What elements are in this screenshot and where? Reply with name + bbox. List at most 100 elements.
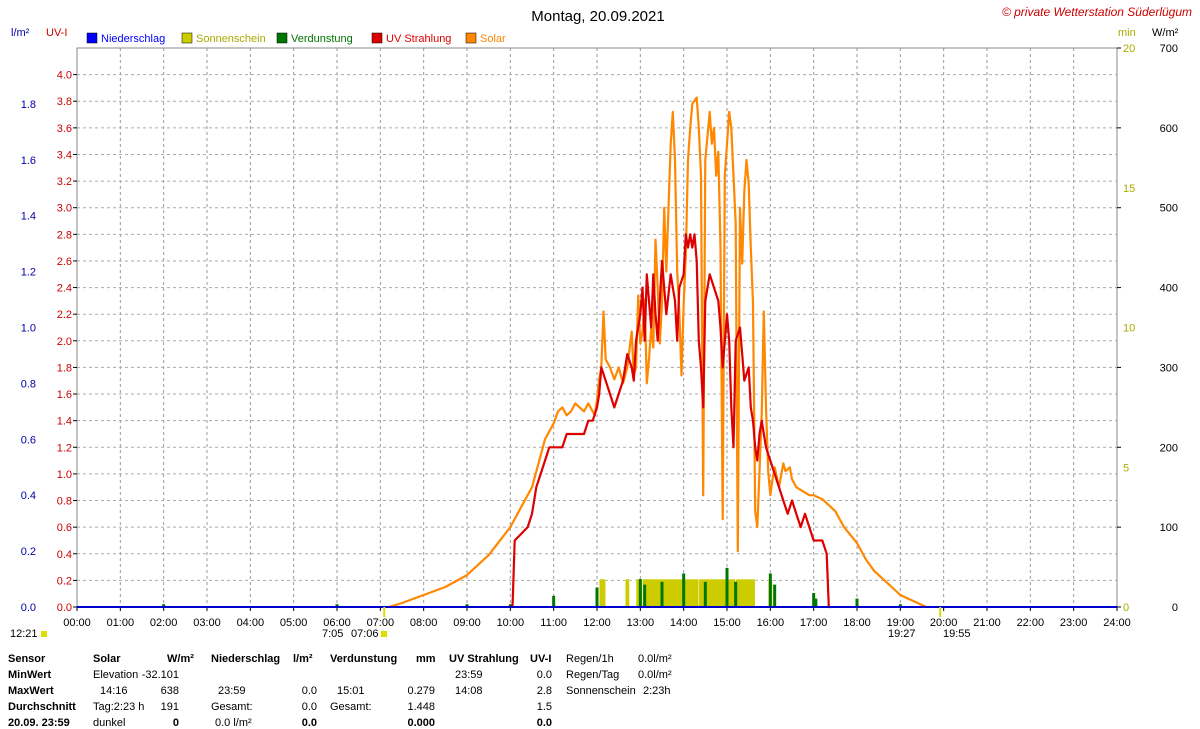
stats-rain-cur-label: 0.0 l/m² xyxy=(215,717,252,729)
stats-uv-min-value: 0.0 xyxy=(536,669,552,681)
stats-minwert-label: MinWert xyxy=(8,669,52,681)
stats-maxwert-label: MaxWert xyxy=(8,685,54,697)
stats-rain-total-label: Gesamt: xyxy=(211,701,253,713)
sunshine-bar xyxy=(598,578,606,608)
plot-area xyxy=(77,96,1117,609)
legend-swatch xyxy=(86,32,98,44)
stats-uv-avg-value: 1.5 xyxy=(536,701,552,713)
uv-tick-label: 2.2 xyxy=(57,309,72,321)
x-tick-label: 13:00 xyxy=(627,617,655,629)
stats-solar-header: Solar xyxy=(93,653,121,665)
legend-swatch xyxy=(371,32,383,44)
sunset2-marker: 19:55 xyxy=(943,628,971,640)
sunrise2-marker: 07:06 xyxy=(351,628,379,640)
stats-sensor-header: Sensor xyxy=(8,653,46,665)
axes: 00:00 01:00 02:00 03:00 04:00 05:00 06:00 07:00… xyxy=(21,43,1178,629)
rain-tick-label: 1.0 xyxy=(21,323,36,335)
stats-solar-cur-value: 0 xyxy=(172,717,179,729)
stats-rain-1h-value: 0.0l/m² xyxy=(638,653,672,665)
rain-tick-label: 0.8 xyxy=(21,378,36,390)
stats-rain-day-value: 0.0l/m² xyxy=(638,669,672,681)
x-tick-label: 15:00 xyxy=(713,617,741,629)
stats-evap-max-label: 15:01 xyxy=(337,685,365,697)
x-tick-label: 22:00 xyxy=(1017,617,1045,629)
stats-uv-cur-value: 0.0 xyxy=(536,717,552,729)
rain-tick-label: 0.2 xyxy=(21,546,36,558)
x-tick-label: 06:00 xyxy=(323,617,351,629)
legend-swatch xyxy=(181,32,193,44)
stats-solar-min-label: Elevation xyxy=(93,669,139,681)
x-tick-label: 00:00 xyxy=(63,617,91,629)
x-tick-label: 16:00 xyxy=(757,617,785,629)
x-tick-label: 09:00 xyxy=(453,617,481,629)
chart-title: Montag, 20.09.2021 xyxy=(531,8,664,25)
right-unit-min: min xyxy=(1118,27,1136,39)
x-tick-label: 04:00 xyxy=(237,617,265,629)
sun-tick-label: 20 xyxy=(1123,43,1135,55)
stats-solar-unit: W/m² xyxy=(167,653,194,665)
uv-tick-label: 4.0 xyxy=(57,70,72,82)
left-unit-rain: l/m² xyxy=(11,27,30,39)
sunshine-bar xyxy=(642,578,700,608)
x-tick-label: 17:00 xyxy=(800,617,828,629)
stats-uv-max-value: 2.8 xyxy=(536,685,552,697)
rain-tick-label: 1.4 xyxy=(21,211,36,223)
uv-line xyxy=(510,233,831,609)
x-tick-label: 24:00 xyxy=(1103,617,1131,629)
uv-tick-label: 2.0 xyxy=(57,336,72,348)
stats-evap-max-value: 0.279 xyxy=(407,685,435,697)
x-tick-label: 07:00 xyxy=(367,617,395,629)
legend-swatch xyxy=(276,32,288,44)
solar-tick-label: 700 xyxy=(1160,43,1178,55)
solar-tick-label: 0 xyxy=(1172,602,1178,614)
rain-tick-label: 0.6 xyxy=(21,434,36,446)
uv-tick-label: 3.2 xyxy=(57,176,72,188)
x-tick-label: 19:00 xyxy=(887,617,915,629)
stats-uv-max-label: 14:08 xyxy=(455,685,483,697)
uv-tick-label: 2.4 xyxy=(57,283,72,295)
x-tick-label: 14:00 xyxy=(670,617,698,629)
x-tick-label: 05:00 xyxy=(280,617,308,629)
x-tick-label: 01:00 xyxy=(107,617,135,629)
x-tick-label: 02:00 xyxy=(150,617,178,629)
uv-tick-label: 1.0 xyxy=(57,469,72,481)
uv-tick-label: 3.8 xyxy=(57,96,72,108)
stats-evap-header: Verdunstung xyxy=(330,653,398,665)
uv-tick-label: 1.6 xyxy=(57,389,72,401)
stats-evap-total-label: Gesamt: xyxy=(330,701,372,713)
uv-tick-label: 1.2 xyxy=(57,442,72,454)
stats-rain-max-value: 0.0 xyxy=(301,685,317,697)
rain-tick-label: 0.0 xyxy=(21,602,36,614)
legend-swatch xyxy=(465,32,477,44)
stats-solar-avg-label: Tag:2:23 h xyxy=(93,701,145,713)
stats-sunshine-value: 2:23h xyxy=(643,685,671,697)
x-tick-label: 03:00 xyxy=(193,617,221,629)
uv-tick-label: 0.2 xyxy=(57,575,72,587)
sun-tick-label: 5 xyxy=(1123,462,1129,474)
stats-solar-min-value: -32.101 xyxy=(141,669,179,681)
weather-chart: Montag, 20.09.2021 © private Wetterstati… xyxy=(10,5,1192,640)
copyright-text: © private Wetterstation Süderlügum xyxy=(1002,5,1192,19)
stats-current-label: 20.09. 23:59 xyxy=(8,717,70,729)
stats-solar-max-value: 638 xyxy=(160,685,179,697)
sun-tick-label: 0 xyxy=(1123,602,1129,614)
stats-solar-avg-value: 191 xyxy=(160,701,179,713)
uv-tick-label: 2.6 xyxy=(57,256,72,268)
solar-tick-label: 200 xyxy=(1160,442,1178,454)
x-tick-label: 10:00 xyxy=(497,617,525,629)
uv-tick-label: 1.8 xyxy=(57,362,72,374)
stats-durchschnitt-label: Durchschnitt xyxy=(8,701,76,713)
x-tick-label: 21:00 xyxy=(973,617,1001,629)
stats-table: Sensor MinWert MaxWert Durchschnitt 20.0… xyxy=(0,650,1200,729)
uv-tick-label: 1.4 xyxy=(57,416,72,428)
stats-evap-total-value: 1.448 xyxy=(407,701,435,713)
legend-label: UV Strahlung xyxy=(386,33,451,45)
solar-tick-label: 300 xyxy=(1160,362,1178,374)
left-time-dot xyxy=(41,631,47,637)
rain-tick-label: 1.8 xyxy=(21,99,36,111)
uv-tick-label: 0.8 xyxy=(57,496,72,508)
stats-rain-header: Niederschlag xyxy=(211,653,281,665)
uv-tick-label: 0.0 xyxy=(57,602,72,614)
legend: Niederschlag Sonnenschein Verdunstung UV St… xyxy=(86,32,506,45)
legend-label: Verdunstung xyxy=(291,33,353,45)
